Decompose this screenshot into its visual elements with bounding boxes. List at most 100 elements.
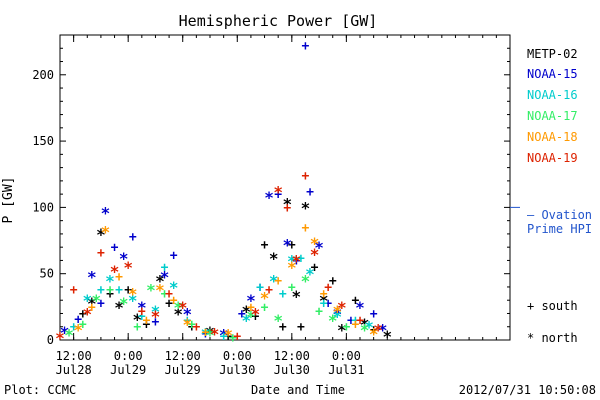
data-point: * (119, 294, 129, 313)
data-point: + (274, 274, 282, 289)
data-point: * (269, 271, 279, 290)
data-point: + (352, 294, 360, 309)
y-tick-label: 200 (32, 68, 54, 82)
plot-frame (59, 34, 511, 341)
data-point: * (310, 245, 320, 264)
chart-title: Hemispheric Power [GW] (179, 12, 378, 30)
data-point: * (205, 323, 215, 342)
data-point: * (337, 298, 347, 317)
data-point: * (151, 307, 161, 326)
data-point: * (292, 287, 302, 306)
x-tick-label-date: Jul31 (328, 363, 364, 377)
data-point: * (123, 258, 133, 277)
data-point: * (128, 285, 138, 304)
data-point: * (314, 238, 324, 257)
legend-noaa-16: NOAA-16 (527, 88, 578, 102)
data-point: * (382, 327, 392, 346)
data-point: + (297, 320, 305, 335)
data-point: + (238, 307, 246, 322)
data-point: * (251, 304, 261, 323)
series-noaa-15: *+*+*+*+*+*+*+ *+*+* +*+++*+* +* +* (60, 39, 388, 345)
data-point: + (188, 320, 196, 335)
plot-credit: Plot: CCMC (4, 383, 76, 397)
data-point: * (114, 298, 124, 317)
data-point: + (224, 330, 232, 345)
legend-noaa-17: NOAA-17 (527, 109, 578, 123)
series-noaa-17: *+*+*+* +*+* +* +*+ *+ * + * (64, 271, 369, 346)
legend-ovation-line1: — Ovation (527, 208, 592, 222)
data-point: * (210, 324, 220, 343)
data-point: * (101, 222, 111, 241)
data-point: + (324, 296, 332, 311)
data-point: * (160, 267, 170, 286)
data-point: * (173, 304, 183, 323)
data-point: * (155, 271, 165, 290)
series-noaa-18: *+*+*+*+* + *+*+*+*+*+ * (73, 221, 378, 345)
data-point: * (182, 315, 192, 334)
y-tick-label: 50 (40, 267, 54, 281)
legend-metp-02: METP-02 (527, 47, 578, 61)
x-tick-label-date: Jul28 (56, 363, 92, 377)
data-point: + (183, 314, 191, 329)
data-point: + (165, 296, 173, 311)
data-point: + (352, 314, 360, 329)
data-point: + (311, 261, 319, 276)
data-point: + (347, 314, 355, 329)
data-point: + (74, 312, 82, 327)
x-axis-label: Date and Time (251, 383, 345, 397)
data-point: + (165, 287, 173, 302)
data-point: * (282, 194, 292, 213)
data-point: + (252, 310, 260, 325)
x-axis: 12:00Jul280:00Jul2912:00Jul290:00Jul3012… (56, 35, 511, 377)
data-point: + (279, 287, 287, 302)
data-point: + (79, 307, 87, 322)
data-point: + (261, 300, 269, 315)
data-point: * (87, 267, 97, 286)
data-point: + (142, 318, 150, 333)
x-tick-label-date: Jul29 (110, 363, 146, 377)
data-point: + (256, 280, 264, 295)
data-point: * (82, 291, 92, 310)
data-point: + (302, 169, 310, 184)
data-point: * (273, 182, 283, 201)
data-point: + (133, 320, 141, 335)
data-point: + (188, 318, 196, 333)
data-point: + (138, 310, 146, 325)
data-point: * (301, 271, 311, 290)
data-point: + (233, 330, 241, 345)
data-point: + (306, 185, 314, 200)
data-point: + (88, 300, 96, 315)
x-tick-label-time: 0:00 (223, 349, 252, 363)
x-tick-label-time: 12:00 (165, 349, 201, 363)
data-point: + (170, 294, 178, 309)
y-tick-label: 100 (32, 200, 54, 214)
data-point: + (274, 188, 282, 203)
data-point: + (356, 314, 364, 329)
data-point: * (151, 302, 161, 321)
x-tick-label-time: 0:00 (114, 349, 143, 363)
data-point: + (324, 280, 332, 295)
data-point: * (246, 307, 256, 326)
data-point: + (247, 300, 255, 315)
data-point: + (220, 330, 228, 345)
data-point: * (219, 326, 229, 345)
y-axis: 0 50 100 150 200 (32, 47, 510, 347)
data-point: * (246, 291, 256, 310)
data-point: + (229, 331, 237, 346)
data-point: + (265, 283, 273, 298)
data-point: + (192, 320, 200, 335)
data-point: + (342, 320, 350, 335)
data-point: + (302, 39, 310, 54)
data-point: + (161, 287, 169, 302)
x-tick-label-date: Jul29 (165, 363, 201, 377)
data-point: + (352, 318, 360, 333)
data-point: * (301, 198, 311, 217)
data-point: + (202, 326, 210, 341)
data-point: + (297, 251, 305, 266)
data-point: + (302, 221, 310, 236)
data-point: + (256, 280, 264, 295)
data-point: * (101, 204, 111, 223)
data-point: + (202, 327, 210, 342)
data-point: * (119, 249, 129, 268)
data-point: + (261, 238, 269, 253)
